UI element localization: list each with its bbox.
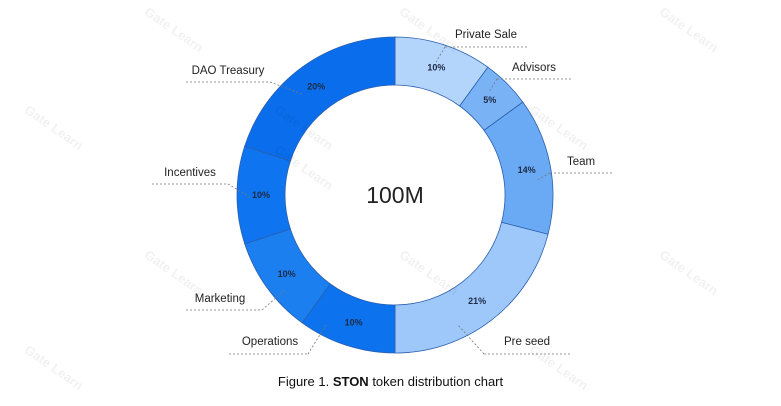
slice-category-label: Operations xyxy=(242,336,299,348)
slice-pct-label: 5% xyxy=(483,95,496,105)
slice-pct-label: 10% xyxy=(427,63,445,73)
slice-dao-treasury xyxy=(244,36,396,162)
label-leader-line xyxy=(536,172,551,181)
slice-pct-label: 14% xyxy=(518,165,536,175)
caption-bold: STON xyxy=(332,374,369,389)
label-leader-line xyxy=(227,183,251,198)
label-leader-line xyxy=(307,324,327,355)
slice-pct-label: 10% xyxy=(278,269,296,279)
slice-category-label: Private Sale xyxy=(455,29,517,41)
caption-prefix: Figure 1. xyxy=(277,374,333,389)
label-leader-line xyxy=(488,78,498,93)
slice-category-label: DAO Treasury xyxy=(192,65,265,77)
figure-caption: Figure 1. STON token distribution chart xyxy=(0,374,781,389)
label-leader-line xyxy=(269,81,303,95)
slice-category-label: Incentives xyxy=(164,167,216,179)
label-leader-line xyxy=(435,46,446,63)
center-total-label: 100M xyxy=(366,182,424,208)
slice-pre-seed xyxy=(394,221,549,354)
slice-category-label: Pre seed xyxy=(504,336,550,348)
chart-svg: 10% Private Sale 5% Advisors 14% Team 21% Pre s… xyxy=(152,29,612,355)
slice-pct-label: 21% xyxy=(468,296,486,306)
slice-pct-label: 10% xyxy=(345,317,363,327)
label-leader-line xyxy=(261,289,286,311)
label-leader-line xyxy=(457,324,485,355)
slice-category-label: Team xyxy=(567,156,595,168)
slice-pct-label: 10% xyxy=(252,190,270,200)
caption-suffix: token distribution chart xyxy=(368,374,504,389)
slice-category-label: Marketing xyxy=(195,293,246,305)
slice-category-label: Advisors xyxy=(512,62,556,74)
slice-pct-label: 20% xyxy=(307,82,325,92)
